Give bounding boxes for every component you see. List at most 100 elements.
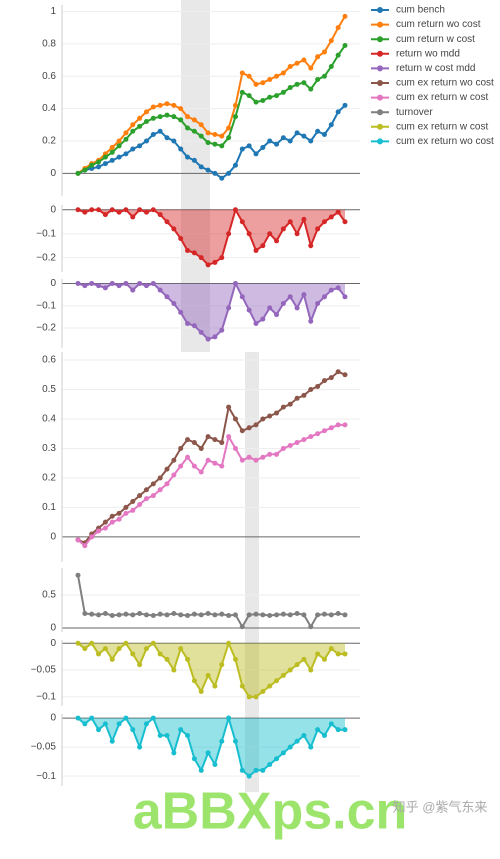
y-tick-label: −0.05 [31,742,57,753]
point [82,167,88,173]
line [77,104,346,180]
point [143,119,149,125]
point [102,611,108,617]
point [130,122,136,128]
point [89,207,95,213]
point [109,280,115,286]
point [205,140,211,146]
point [205,434,211,440]
point [89,280,95,286]
point [335,109,341,115]
point [287,667,293,673]
point [239,428,245,434]
y-tick-label: 0.2 [42,136,56,147]
point [321,49,327,55]
point [157,732,163,738]
point [82,543,88,549]
point [274,73,280,79]
point [116,138,122,144]
point [116,510,122,516]
point [130,146,136,152]
point [321,294,327,300]
point [205,130,211,136]
point [171,457,177,463]
point [239,146,245,152]
point [315,54,321,60]
point [287,219,293,225]
point [315,727,321,733]
subplot: 0 −0.05 −0.1 [31,638,360,706]
point [280,750,286,756]
point [267,231,273,237]
point [267,683,273,689]
point [232,280,238,286]
point [198,133,204,139]
credit: 知乎 @紫气东来 [393,799,488,814]
y-tick-label: 0 [50,623,56,634]
point [75,715,81,721]
point [253,767,259,773]
point [321,378,327,384]
point [328,64,334,70]
point [102,646,108,652]
point [178,612,184,618]
point [328,122,334,128]
point [89,640,95,646]
y-tick-label: 0.5 [42,384,56,395]
point [198,689,204,695]
point [198,164,204,170]
point [164,135,170,141]
point [130,287,136,293]
point [75,537,81,543]
point [301,732,307,738]
point [219,611,225,617]
point [328,425,334,431]
point [185,454,191,460]
point [137,662,143,668]
point [219,133,225,139]
y-tick-label: 0 [50,532,56,543]
point [328,375,334,381]
point [274,410,280,416]
point [109,149,115,155]
point [205,611,211,617]
point [150,715,156,721]
y-tick-label: −0.1 [36,771,56,782]
point [130,128,136,134]
watermark: aBBXps.cn [133,783,408,841]
point [185,613,191,619]
area [78,643,345,697]
point [171,667,177,673]
subplot: 0 −0.05 −0.1 [31,713,360,786]
point [219,143,225,149]
point [280,672,286,678]
y-tick-label: 0 [50,713,56,724]
point [191,611,197,617]
y-tick-label: 0 [50,168,56,179]
point [253,457,259,463]
point [294,738,300,744]
point [130,727,136,733]
point [198,445,204,451]
point [280,70,286,76]
point [198,767,204,773]
point [185,321,191,327]
y-tick-label: −0.05 [31,665,57,676]
point [328,646,334,652]
point [178,117,184,123]
point [205,336,211,342]
point [239,294,245,300]
point [342,612,348,618]
point [246,231,252,237]
point [198,255,204,261]
point [294,395,300,401]
point [157,114,163,120]
subplot: 00.5 [42,568,360,634]
point [335,209,341,215]
point [226,170,232,176]
point [150,115,156,121]
point [246,694,252,700]
point [239,89,245,95]
point [205,262,211,268]
line [77,370,346,545]
